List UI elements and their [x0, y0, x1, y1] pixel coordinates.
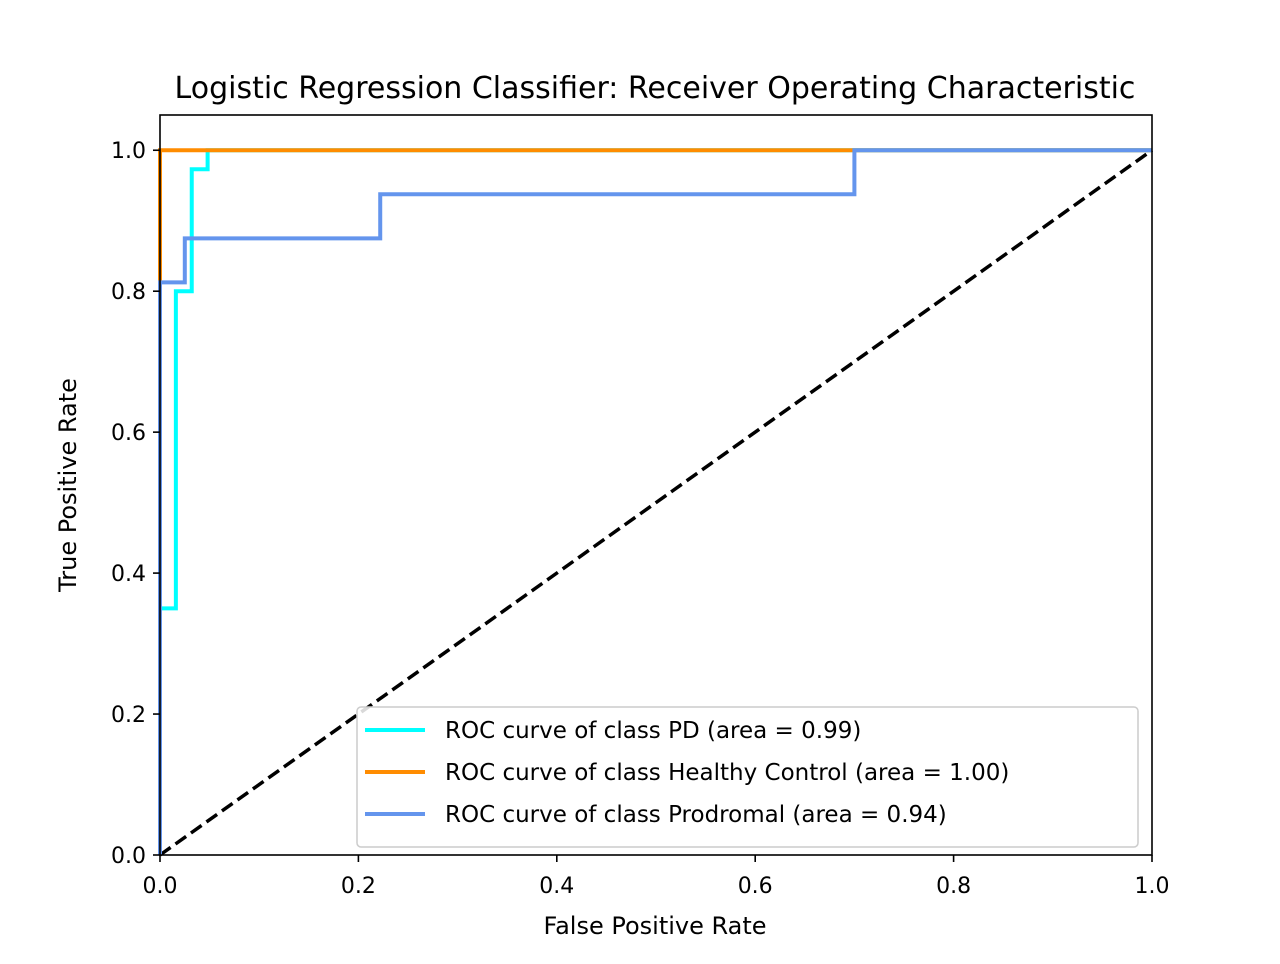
y-tick-label: 0.0 — [111, 844, 146, 869]
y-tick-label: 0.6 — [111, 421, 146, 446]
plot-frame — [159, 114, 1153, 856]
x-tick-label: 0.8 — [936, 874, 971, 899]
legend-label-1: ROC curve of class Healthy Control (area… — [445, 760, 1009, 786]
chart-title: Logistic Regression Classifier: Receiver… — [175, 71, 1136, 106]
y-tick-label: 0.4 — [111, 562, 146, 587]
legend-label-2: ROC curve of class Prodromal (area = 0.9… — [445, 802, 947, 828]
legend-box — [356, 706, 1139, 848]
series-line-2 — [158, 148, 1152, 855]
x-axis-label: False Positive Rate — [543, 912, 766, 940]
legend-label-0: ROC curve of class PD (area = 0.99) — [445, 718, 861, 744]
series-line-0 — [158, 148, 1152, 855]
axis-ticks: 0.0 0.2 0.4 0.6 0.8 1.0 0.0 0.2 0.4 0.6 0.8 1.0 — [111, 139, 1170, 899]
y-axis-label: True Positive Rate — [54, 378, 82, 593]
y-tick-label: 0.8 — [111, 280, 146, 305]
y-tick-label: 0.2 — [111, 703, 146, 728]
legend: ROC curve of class PD (area = 0.99) ROC c… — [356, 706, 1139, 848]
reference-diagonal-line — [158, 148, 1154, 857]
y-tick-label: 1.0 — [111, 139, 146, 164]
x-tick-label: 0.6 — [738, 874, 773, 899]
x-tick-label: 0.4 — [539, 874, 574, 899]
x-tick-label: 0.2 — [341, 874, 376, 899]
x-tick-label: 1.0 — [1135, 874, 1170, 899]
x-tick-label: 0.0 — [143, 874, 178, 899]
